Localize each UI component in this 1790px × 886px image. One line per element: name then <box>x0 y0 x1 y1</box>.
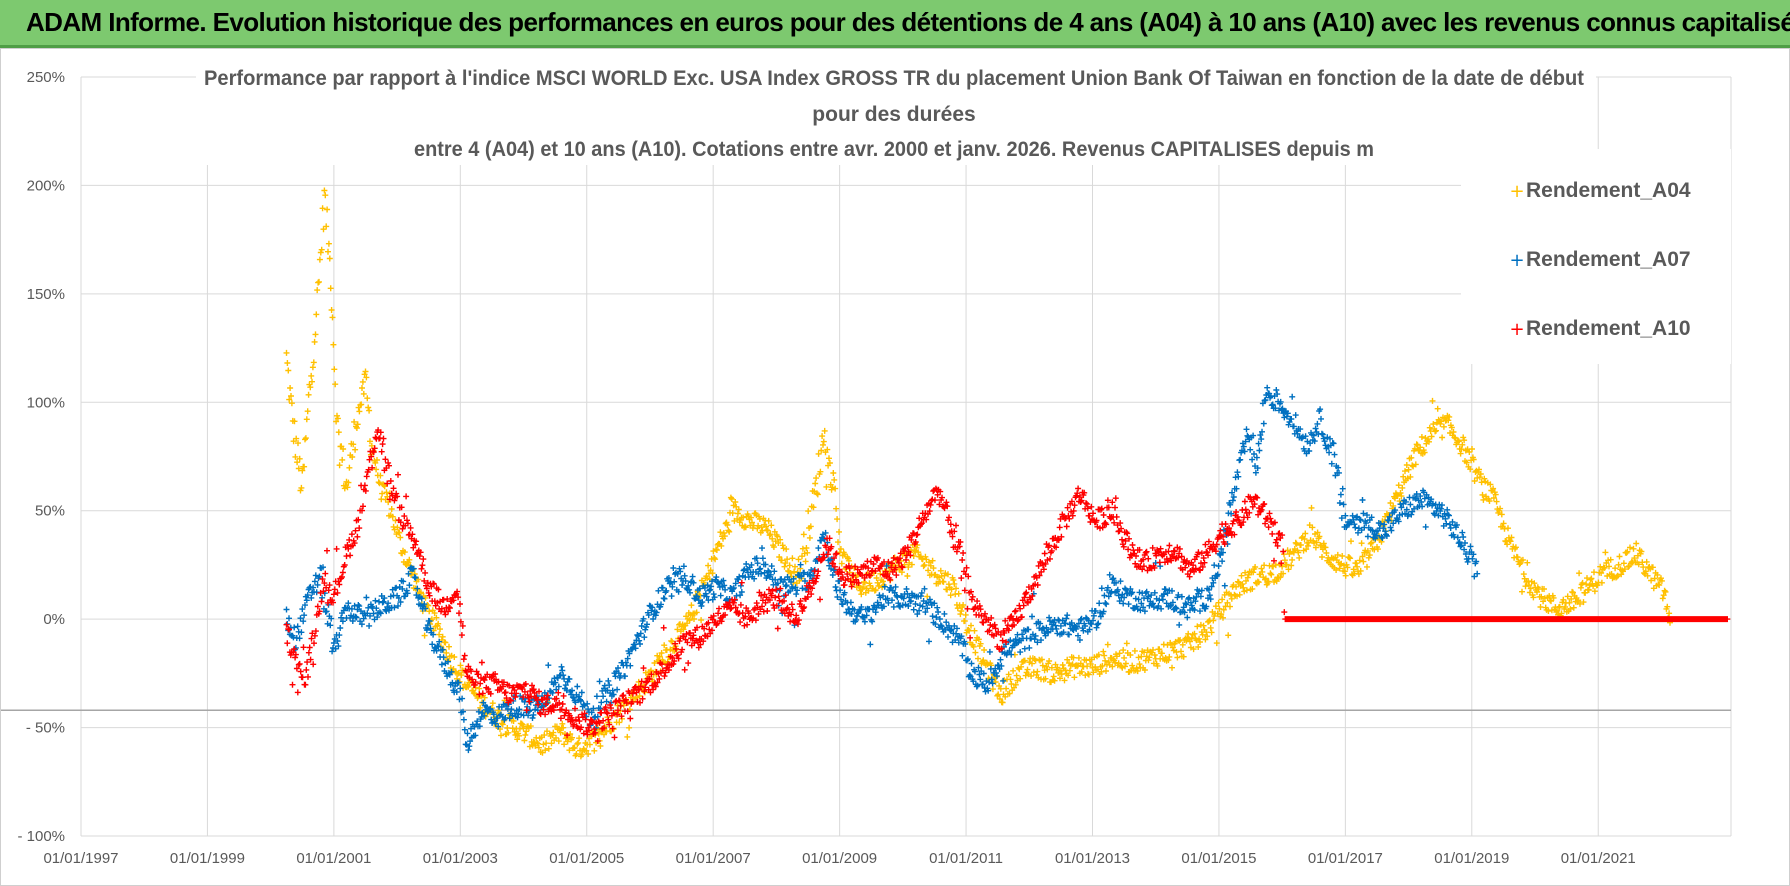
legend-marker-a04: + <box>1509 181 1524 202</box>
x-tick-label: 01/01/1999 <box>170 850 245 867</box>
x-tick-label: 01/01/2009 <box>802 850 877 867</box>
y-tick-label: 150% <box>27 286 65 303</box>
legend-item-a10: + Rendement_A10 <box>1509 317 1690 340</box>
legend-marker-a10: + <box>1509 319 1524 340</box>
chart-title-line-1: Performance par rapport à l'indice MSCI … <box>204 67 1584 90</box>
series-layer <box>283 187 1731 760</box>
x-tick-label: 01/01/2017 <box>1308 850 1383 867</box>
report-title: ADAM Informe. Evolution historique des p… <box>26 7 1790 37</box>
y-tick-label: 200% <box>27 177 65 194</box>
y-tick-label: 250% <box>27 69 65 86</box>
legend-marker-a07: + <box>1509 250 1524 271</box>
chart-frame: 01/01/1997 01/01/1999 01/01/2001 01/01/2003… <box>0 48 1790 886</box>
x-tick-label: 01/01/1997 <box>43 850 118 867</box>
legend-item-a04: + Rendement_A04 <box>1509 179 1690 202</box>
series-markers <box>283 427 1731 745</box>
x-tick-label: 01/01/2015 <box>1181 850 1256 867</box>
x-tick-label: 01/01/2007 <box>676 850 751 867</box>
legend-item-a07: + Rendement_A07 <box>1509 248 1690 271</box>
y-tick-label: - 100% <box>17 828 65 845</box>
legend-label-a07: Rendement_A07 <box>1526 248 1691 271</box>
y-tick-labels: 250% 200% 150% 100% 50% 0% - 50% - 100% <box>17 69 65 845</box>
x-tick-labels: 01/01/1997 01/01/1999 01/01/2001 01/01/2003… <box>43 850 1635 867</box>
chart-title-line-3: entre 4 (A04) et 10 ans (A10). Cotations… <box>414 138 1374 161</box>
x-tick-label: 01/01/2013 <box>1055 850 1130 867</box>
x-tick-label: 01/01/2001 <box>296 850 371 867</box>
y-tick-label: 100% <box>27 394 65 411</box>
x-tick-label: 01/01/2011 <box>929 850 1003 867</box>
x-tick-label: 01/01/2019 <box>1434 850 1509 867</box>
legend-backdrop <box>1461 149 1731 364</box>
report-banner: ADAM Informe. Evolution historique des p… <box>0 0 1790 48</box>
legend: + Rendement_A04 + Rendement_A07 + Rendem… <box>1461 149 1731 364</box>
y-tick-label: 0% <box>43 611 65 628</box>
x-tick-label: 01/01/2021 <box>1561 850 1636 867</box>
series-rendement-a07 <box>283 384 1481 754</box>
legend-label-a10: Rendement_A10 <box>1526 317 1691 340</box>
legend-label-a04: Rendement_A04 <box>1526 179 1691 202</box>
chart-title-line-2: pour des durées <box>812 103 975 126</box>
y-tick-label: - 50% <box>26 720 65 737</box>
y-tick-label: 50% <box>35 503 65 520</box>
series-rendement-a10 <box>283 427 1731 745</box>
series-markers <box>283 384 1481 754</box>
performance-chart: 01/01/1997 01/01/1999 01/01/2001 01/01/2003… <box>1 57 1732 867</box>
x-tick-label: 01/01/2003 <box>423 850 498 867</box>
title-backdrop <box>196 57 1596 165</box>
x-tick-label: 01/01/2005 <box>549 850 624 867</box>
